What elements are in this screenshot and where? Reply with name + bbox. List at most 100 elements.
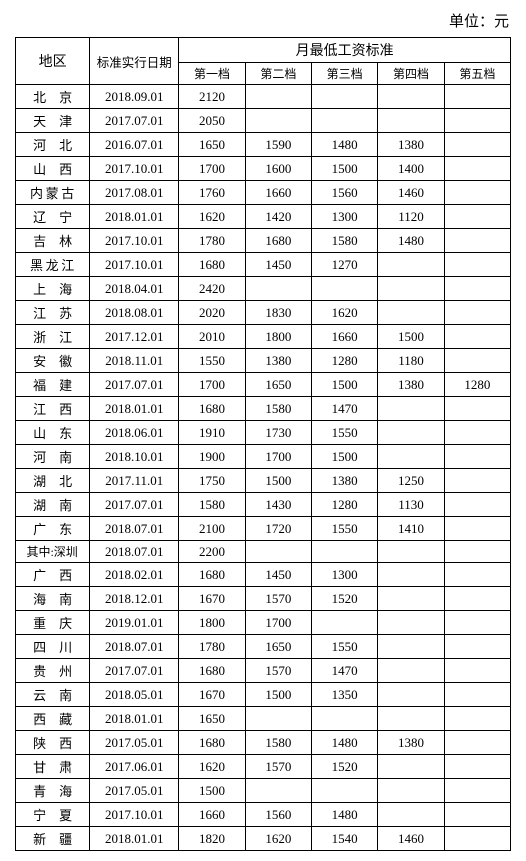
cell-date: 2018.09.01 [90, 85, 179, 109]
table-row: 江 西2018.01.01168015801470 [16, 397, 511, 421]
cell-tier-2: 1680 [245, 229, 311, 253]
cell-region: 吉 林 [16, 229, 90, 253]
cell-tier-1: 1800 [179, 611, 245, 635]
table-row: 其中:深圳2018.07.012200 [16, 541, 511, 563]
cell-tier-4 [378, 755, 444, 779]
cell-tier-3: 1620 [311, 301, 377, 325]
cell-tier-4: 1380 [378, 731, 444, 755]
cell-tier-3: 1300 [311, 563, 377, 587]
cell-tier-3 [311, 85, 377, 109]
cell-tier-5 [444, 517, 510, 541]
cell-region: 四 川 [16, 635, 90, 659]
cell-tier-1: 1680 [179, 731, 245, 755]
cell-tier-4: 1460 [378, 181, 444, 205]
cell-tier-2: 1570 [245, 587, 311, 611]
cell-tier-5 [444, 563, 510, 587]
table-row: 福 建2017.07.0117001650150013801280 [16, 373, 511, 397]
cell-tier-4 [378, 421, 444, 445]
cell-tier-5 [444, 229, 510, 253]
cell-tier-3: 1380 [311, 469, 377, 493]
cell-tier-3 [311, 611, 377, 635]
header-tier-1: 第一档 [179, 63, 245, 85]
cell-tier-3: 1500 [311, 445, 377, 469]
cell-tier-3: 1560 [311, 181, 377, 205]
cell-region: 青 海 [16, 779, 90, 803]
cell-region: 新 疆 [16, 827, 90, 851]
cell-tier-5 [444, 85, 510, 109]
cell-tier-1: 1910 [179, 421, 245, 445]
cell-region: 河 北 [16, 133, 90, 157]
cell-tier-1: 1780 [179, 635, 245, 659]
cell-tier-5 [444, 803, 510, 827]
cell-tier-2: 1580 [245, 397, 311, 421]
cell-region: 内蒙古 [16, 181, 90, 205]
cell-tier-4 [378, 85, 444, 109]
table-row: 广 西2018.02.01168014501300 [16, 563, 511, 587]
cell-date: 2017.05.01 [90, 779, 179, 803]
cell-tier-4: 1250 [378, 469, 444, 493]
cell-tier-1: 1700 [179, 157, 245, 181]
header-tier-2: 第二档 [245, 63, 311, 85]
cell-tier-4 [378, 707, 444, 731]
cell-tier-2 [245, 109, 311, 133]
cell-tier-3: 1270 [311, 253, 377, 277]
cell-region: 海 南 [16, 587, 90, 611]
cell-tier-1: 1900 [179, 445, 245, 469]
cell-tier-1: 1550 [179, 349, 245, 373]
cell-tier-1: 1650 [179, 133, 245, 157]
cell-region: 湖 南 [16, 493, 90, 517]
cell-date: 2019.01.01 [90, 611, 179, 635]
cell-tier-3: 1280 [311, 493, 377, 517]
header-month-group: 月最低工资标准 [179, 38, 511, 63]
cell-tier-4: 1130 [378, 493, 444, 517]
cell-region: 江 西 [16, 397, 90, 421]
cell-region: 河 南 [16, 445, 90, 469]
cell-tier-4 [378, 445, 444, 469]
cell-tier-4 [378, 683, 444, 707]
cell-tier-3: 1480 [311, 803, 377, 827]
table-row: 安 徽2018.11.011550138012801180 [16, 349, 511, 373]
cell-tier-5 [444, 731, 510, 755]
cell-region: 云 南 [16, 683, 90, 707]
header-region: 地区 [16, 38, 90, 85]
cell-tier-2: 1660 [245, 181, 311, 205]
table-body: 北 京2018.09.012120天 津2017.07.012050河 北201… [16, 85, 511, 851]
cell-date: 2017.10.01 [90, 157, 179, 181]
cell-tier-2: 1650 [245, 373, 311, 397]
cell-tier-1: 1750 [179, 469, 245, 493]
cell-tier-5 [444, 301, 510, 325]
cell-tier-1: 1680 [179, 659, 245, 683]
cell-tier-4: 1480 [378, 229, 444, 253]
cell-date: 2017.10.01 [90, 803, 179, 827]
cell-tier-2 [245, 707, 311, 731]
table-row: 天 津2017.07.012050 [16, 109, 511, 133]
cell-tier-2: 1500 [245, 683, 311, 707]
cell-tier-2: 1700 [245, 611, 311, 635]
cell-tier-1: 1680 [179, 563, 245, 587]
cell-tier-2: 1800 [245, 325, 311, 349]
cell-tier-4: 1120 [378, 205, 444, 229]
header-tier-5: 第五档 [444, 63, 510, 85]
cell-region: 重 庆 [16, 611, 90, 635]
cell-date: 2017.07.01 [90, 493, 179, 517]
cell-tier-3: 1550 [311, 635, 377, 659]
table-row: 北 京2018.09.012120 [16, 85, 511, 109]
cell-tier-2: 1580 [245, 731, 311, 755]
cell-region: 黑龙江 [16, 253, 90, 277]
cell-tier-5 [444, 349, 510, 373]
cell-tier-4: 1400 [378, 157, 444, 181]
cell-tier-2: 1450 [245, 563, 311, 587]
cell-tier-3: 1480 [311, 731, 377, 755]
cell-tier-5 [444, 205, 510, 229]
cell-tier-4 [378, 301, 444, 325]
cell-date: 2017.12.01 [90, 325, 179, 349]
cell-date: 2016.07.01 [90, 133, 179, 157]
cell-tier-2 [245, 277, 311, 301]
table-row: 上 海2018.04.012420 [16, 277, 511, 301]
cell-tier-2: 1420 [245, 205, 311, 229]
cell-tier-5 [444, 469, 510, 493]
table-row: 陕 西2017.05.011680158014801380 [16, 731, 511, 755]
cell-tier-2: 1380 [245, 349, 311, 373]
cell-tier-5 [444, 707, 510, 731]
cell-tier-5 [444, 109, 510, 133]
